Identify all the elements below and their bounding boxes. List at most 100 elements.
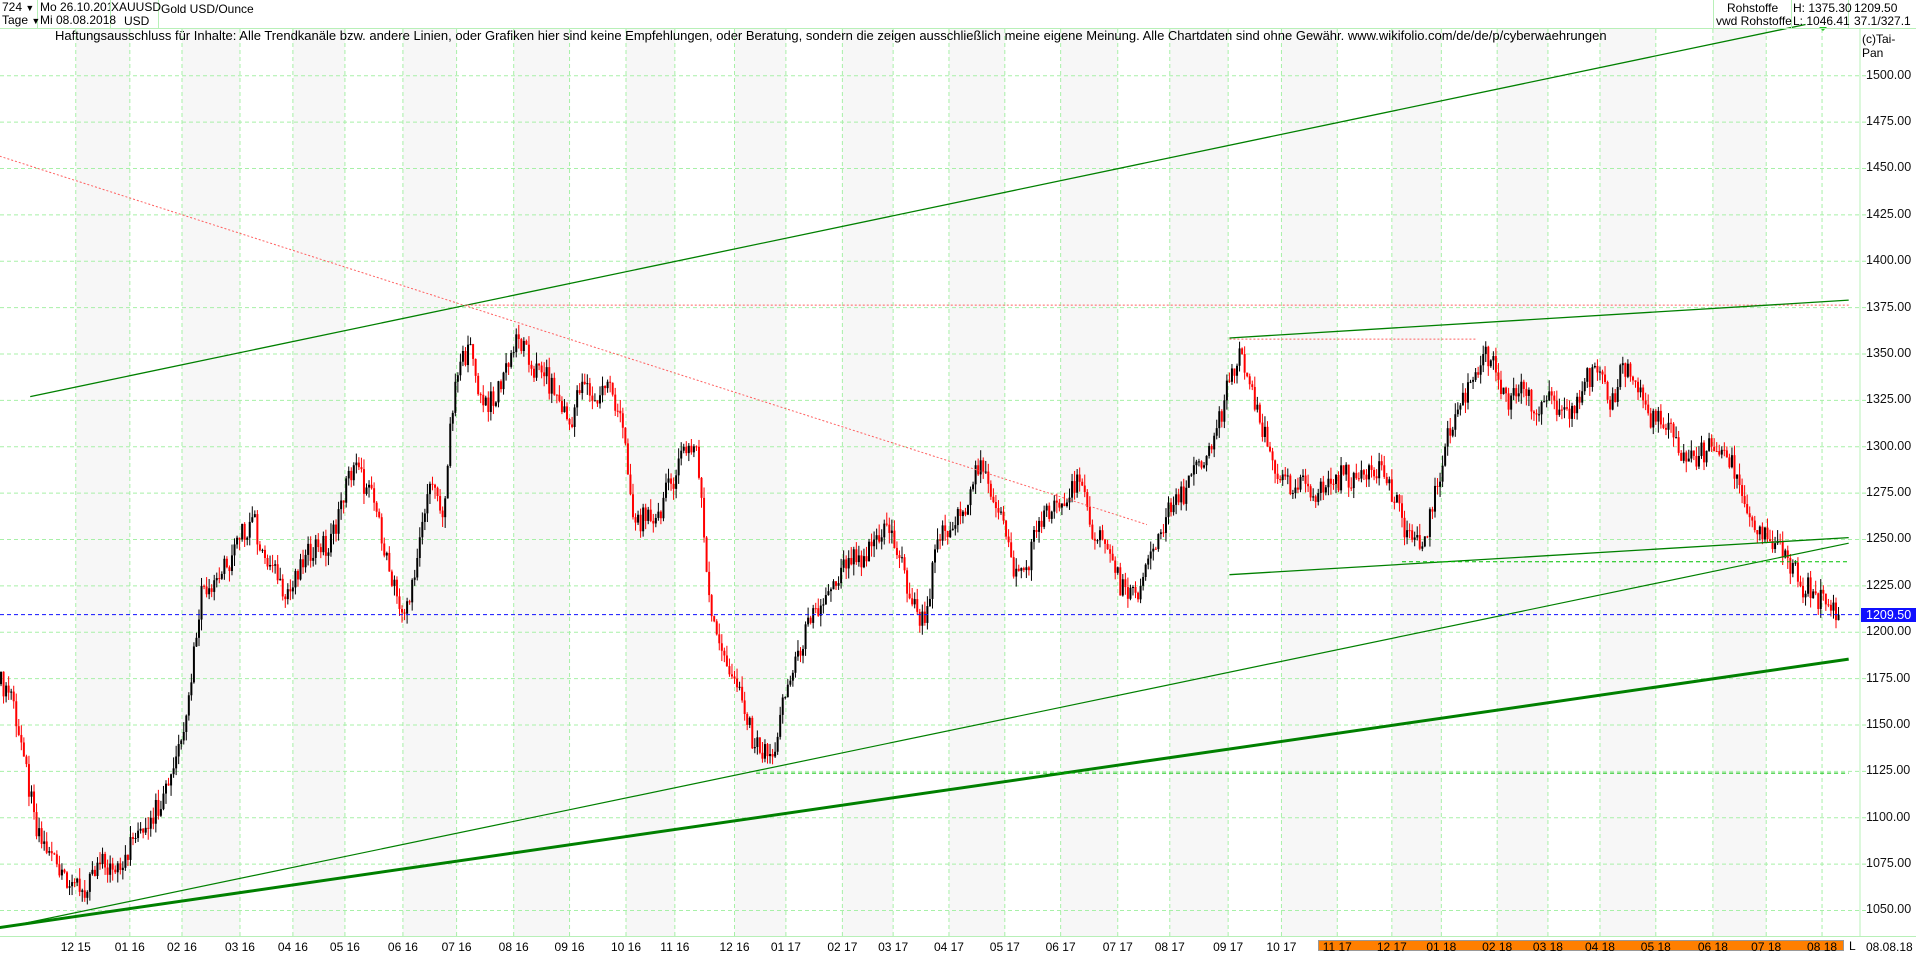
candle bbox=[1507, 393, 1510, 410]
candle bbox=[1238, 348, 1241, 366]
candle bbox=[401, 608, 404, 613]
candle bbox=[723, 650, 726, 656]
candle bbox=[999, 511, 1002, 513]
candle bbox=[309, 543, 312, 561]
candle bbox=[1791, 563, 1794, 574]
candle bbox=[91, 869, 94, 874]
unit-select[interactable]: Tage ▼ bbox=[2, 14, 40, 28]
end-date[interactable]: Mi 08.08.2018 bbox=[40, 13, 117, 27]
candle bbox=[1304, 475, 1307, 484]
candle bbox=[1129, 587, 1132, 599]
month-band bbox=[1060, 29, 1118, 936]
candle bbox=[337, 509, 340, 534]
candle bbox=[837, 583, 840, 586]
candle bbox=[416, 558, 419, 578]
scroll-range-bar[interactable] bbox=[1318, 940, 1844, 951]
candle bbox=[1162, 532, 1165, 534]
candle bbox=[1441, 465, 1444, 482]
candle bbox=[857, 555, 860, 563]
candle bbox=[916, 599, 919, 612]
candle bbox=[1510, 395, 1513, 410]
candle bbox=[454, 381, 457, 413]
candle bbox=[1614, 393, 1617, 402]
candle bbox=[1225, 380, 1228, 401]
candle bbox=[1350, 487, 1353, 489]
candle bbox=[520, 339, 523, 352]
candle bbox=[1373, 469, 1376, 477]
candle bbox=[677, 458, 680, 476]
month-tick-label: 07 18 bbox=[1751, 940, 1782, 954]
candle bbox=[852, 549, 855, 565]
scale-mode-button[interactable]: L bbox=[1849, 939, 1856, 953]
candle bbox=[804, 624, 807, 650]
candle bbox=[1012, 557, 1015, 577]
candle bbox=[1365, 474, 1368, 480]
candle bbox=[139, 828, 142, 831]
candle bbox=[182, 731, 185, 741]
candle bbox=[1824, 593, 1827, 605]
candle bbox=[1035, 529, 1038, 532]
candle bbox=[840, 567, 843, 584]
support-line-thin bbox=[5, 542, 1849, 928]
month-tick-label: 09 17 bbox=[1213, 940, 1244, 954]
ratio-value: 37.1/327.1 bbox=[1854, 14, 1911, 28]
candle bbox=[1182, 486, 1185, 504]
candle bbox=[1139, 585, 1142, 600]
candle bbox=[1317, 493, 1320, 502]
candle bbox=[1758, 526, 1761, 535]
candle bbox=[530, 364, 533, 369]
candle bbox=[271, 565, 274, 567]
candle bbox=[81, 890, 84, 892]
candle bbox=[164, 783, 167, 794]
candle bbox=[1812, 591, 1815, 599]
candle bbox=[954, 525, 957, 529]
candle bbox=[497, 381, 500, 403]
start-date[interactable]: Mo 26.10.2015 bbox=[40, 1, 110, 14]
candle bbox=[1459, 405, 1462, 410]
candle bbox=[45, 841, 48, 853]
price-tick-label: 1225.00 bbox=[1866, 577, 1912, 592]
candle bbox=[137, 830, 140, 838]
high-value: H: 1375.30 bbox=[1793, 1, 1852, 15]
price-tick-label: 1475.00 bbox=[1866, 114, 1912, 129]
candle bbox=[959, 509, 962, 517]
source-provider: vwd Rohstoffe bbox=[1716, 14, 1792, 28]
lower-range-line bbox=[1229, 536, 1849, 576]
candle bbox=[939, 539, 942, 541]
candle bbox=[482, 394, 485, 406]
candle bbox=[1426, 536, 1429, 538]
candle bbox=[1657, 410, 1660, 422]
candle bbox=[1337, 474, 1340, 491]
candle bbox=[185, 715, 188, 732]
candle bbox=[766, 744, 769, 757]
candle bbox=[898, 555, 901, 558]
candle bbox=[1682, 452, 1685, 461]
candle bbox=[1472, 379, 1475, 382]
candle bbox=[977, 465, 980, 475]
candle bbox=[672, 483, 675, 489]
candle bbox=[251, 517, 254, 522]
candle bbox=[956, 509, 959, 526]
candle bbox=[383, 543, 386, 556]
candle bbox=[378, 511, 381, 518]
candle bbox=[1804, 593, 1807, 598]
candle bbox=[436, 487, 439, 497]
candle bbox=[180, 740, 183, 745]
candle bbox=[692, 446, 695, 453]
candle bbox=[1291, 493, 1294, 495]
candle bbox=[555, 394, 558, 396]
candle bbox=[149, 817, 152, 829]
month-band bbox=[1169, 29, 1229, 936]
candle bbox=[0, 671, 3, 685]
candle bbox=[408, 601, 411, 603]
period-select[interactable]: 724 ▼ bbox=[2, 1, 34, 15]
candle bbox=[1748, 513, 1751, 518]
descending-resistance bbox=[0, 155, 1148, 526]
candle bbox=[1299, 476, 1302, 490]
candle bbox=[1591, 367, 1594, 387]
candle bbox=[697, 446, 700, 478]
candle bbox=[1045, 505, 1048, 511]
candle bbox=[472, 344, 475, 359]
candle bbox=[218, 578, 221, 580]
